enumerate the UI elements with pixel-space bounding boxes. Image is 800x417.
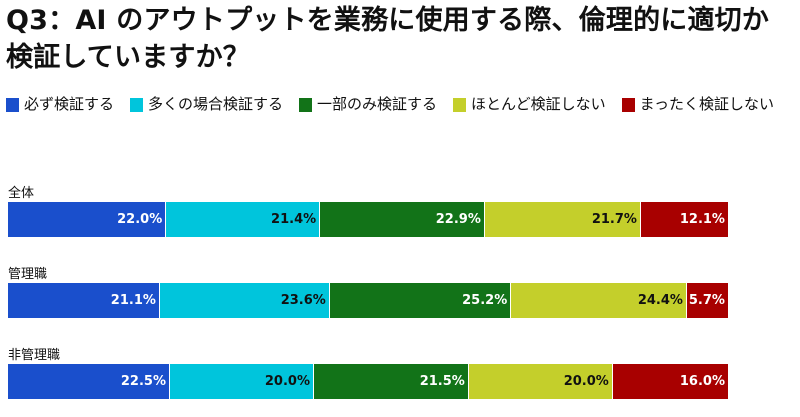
data-label: 21.1%: [110, 293, 156, 308]
category-label: 全体: [8, 186, 35, 201]
data-label: 22.5%: [120, 374, 166, 389]
bar-segment: 20.0%: [468, 364, 613, 399]
bar-segment: 21.4%: [166, 202, 321, 237]
category-label: 管理職: [8, 267, 48, 282]
bar-segment: 24.4%: [511, 283, 687, 318]
bar-segment: 25.2%: [329, 283, 512, 318]
legend-swatch: [130, 97, 144, 112]
data-label: 25.2%: [462, 293, 508, 308]
data-label: 22.0%: [117, 212, 163, 227]
data-label: 23.6%: [280, 293, 326, 308]
bar-segment: 5.7%: [686, 283, 728, 318]
data-label: 21.4%: [271, 212, 317, 227]
category-label: 非管理職: [8, 348, 61, 363]
bar-group: 全体 22.0% 21.4% 22.9% 21.7% 12.1%: [8, 186, 728, 237]
legend-swatch: [299, 97, 313, 112]
legend-swatch: [621, 97, 635, 112]
bar-segment: 22.9%: [320, 202, 485, 237]
bar-segment: 20.0%: [170, 364, 314, 399]
data-label: 12.1%: [679, 212, 725, 227]
legend-entry: 多くの場合検証する: [130, 95, 283, 114]
bar-segment: 12.1%: [640, 202, 728, 237]
legend: 必ず検証する 多くの場合検証する 一部のみ検証する ほとんど検証しない まったく検証しな…: [6, 95, 796, 114]
data-label: 22.9%: [435, 212, 481, 227]
bar-segment: 22.5%: [8, 364, 170, 399]
bar-group: 非管理職 22.5% 20.0% 21.5% 20.0% 16.0%: [8, 348, 728, 399]
legend-label: ほとんど検証しない: [471, 95, 606, 113]
legend-entry: 一部のみ検証する: [299, 95, 437, 114]
legend-label: 必ず検証する: [24, 95, 115, 113]
data-label: 16.0%: [679, 374, 725, 389]
bar-segment: 21.5%: [314, 364, 469, 399]
data-label: 20.0%: [563, 374, 609, 389]
legend-label: 多くの場合検証する: [148, 95, 284, 113]
bar-segment: 22.0%: [8, 202, 167, 237]
legend-entry: まったく検証しない: [621, 95, 775, 114]
legend-label: 一部のみ検証する: [317, 95, 438, 113]
legend-entry: 必ず検証する: [6, 95, 114, 114]
legend-label: まったく検証しない: [639, 95, 775, 113]
legend-entry: ほとんど検証しない: [453, 95, 606, 114]
bar-segment: 16.0%: [612, 364, 728, 399]
stacked-bar: 21.1% 23.6% 25.2% 24.4% 5.7%: [8, 283, 728, 318]
data-label: 24.4%: [637, 293, 683, 308]
data-label: 20.0%: [264, 374, 310, 389]
bar-segment: 21.1%: [8, 283, 160, 318]
data-label: 21.7%: [591, 212, 637, 227]
data-label: 21.5%: [419, 374, 465, 389]
stacked-bar: 22.5% 20.0% 21.5% 20.0% 16.0%: [8, 364, 728, 399]
bar-segment: 21.7%: [484, 202, 641, 237]
legend-swatch: [6, 97, 19, 112]
chart-title: Q3：AI のアウトプットを業務に使用する際、倫理的に適切か検証していますか？: [6, 5, 770, 73]
data-label: 5.7%: [688, 293, 725, 308]
bar-segment: 23.6%: [159, 283, 330, 318]
legend-swatch: [453, 97, 467, 112]
stacked-bar: 22.0% 21.4% 22.9% 21.7% 12.1%: [8, 202, 728, 237]
bar-group: 管理職 21.1% 23.6% 25.2% 24.4% 5.7%: [8, 267, 728, 318]
